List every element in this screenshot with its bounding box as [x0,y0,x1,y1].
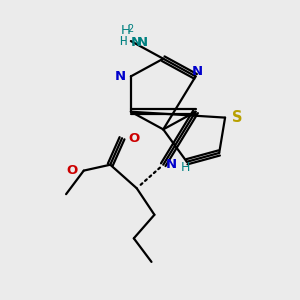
Text: O: O [128,132,139,145]
Text: N: N [131,36,142,49]
Text: N: N [191,64,203,78]
Text: H: H [119,34,126,48]
Text: N: N [137,36,148,49]
Text: S: S [232,110,242,125]
Text: 2: 2 [128,24,134,34]
Text: H: H [181,161,190,174]
Text: N: N [166,158,177,171]
Text: N: N [114,70,126,83]
Text: H: H [121,24,131,37]
Text: O: O [67,164,78,177]
